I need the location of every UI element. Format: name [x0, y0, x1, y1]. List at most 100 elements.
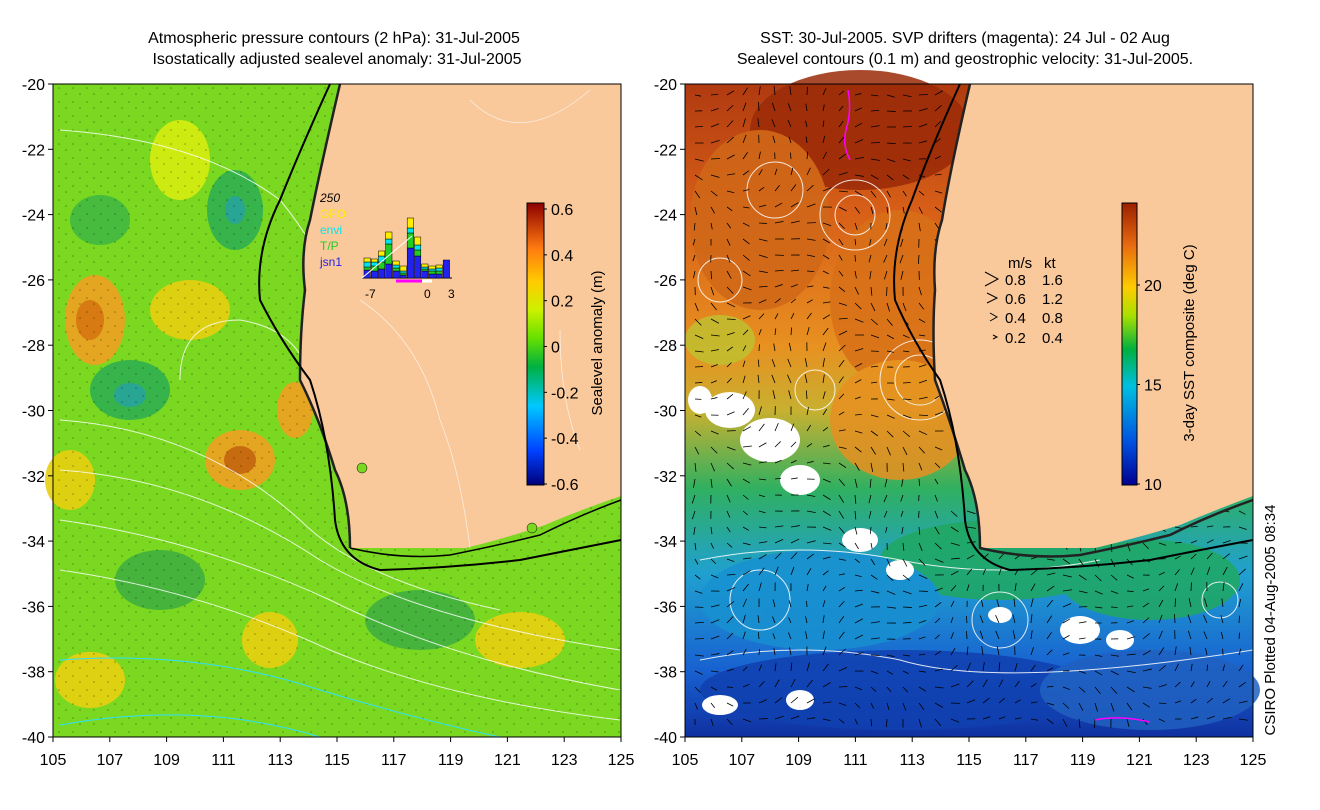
velocity-arrow: [1078, 637, 1086, 640]
velocity-arrow: [1013, 598, 1016, 608]
velocity-arrow: [774, 284, 783, 288]
tide-gauge-marker[interactable]: [356, 462, 368, 474]
velocity-arrow: [694, 670, 703, 675]
velocity-arrow: [934, 634, 940, 640]
velocity-arrow: [694, 621, 704, 624]
inset-bar: [378, 250, 386, 257]
velocity-arrows: [691, 86, 1248, 728]
velocity-arrow: [1158, 702, 1167, 704]
velocity-arrow: [822, 314, 831, 320]
velocity-arrow: [886, 686, 892, 693]
velocity-arrow: [918, 478, 921, 486]
velocity-arrow: [822, 88, 827, 96]
inset-bar: [414, 249, 422, 257]
velocity-arrow: [1078, 670, 1087, 674]
inset-bar: [392, 260, 400, 266]
velocity-arrow: [838, 317, 848, 320]
velocity-key-ms: 0.8: [1005, 272, 1026, 289]
velocity-arrow: [788, 617, 792, 624]
velocity-arrow: [742, 408, 749, 416]
y-tick-label: -20: [654, 77, 677, 94]
velocity-arrow: [854, 686, 863, 691]
velocity-arrow: [822, 222, 832, 227]
velocity-arrow: [934, 462, 941, 469]
velocity-arrow: [742, 345, 747, 352]
velocity-arrow: [883, 238, 888, 247]
velocity-arrow: [710, 174, 720, 178]
inset-bar: [421, 266, 429, 270]
velocity-arrow: [950, 647, 956, 656]
drifter-track[interactable]: [1094, 717, 1151, 723]
velocity-arrow: [838, 718, 845, 724]
velocity-arrow: [1206, 680, 1211, 688]
y-tick-label: -24: [654, 208, 677, 225]
velocity-arrow: [1046, 685, 1054, 688]
velocity-arrow: [1062, 558, 1071, 565]
velocity-arrow: [1046, 649, 1053, 656]
velocity-arrow: [806, 312, 812, 320]
inset-bar: [385, 238, 393, 245]
velocity-arrow: [1238, 583, 1244, 592]
velocity-arrow: [1030, 718, 1039, 721]
velocity-arrow: [1046, 558, 1055, 561]
velocity-arrow: [838, 429, 846, 432]
velocity-arrow: [1222, 566, 1228, 576]
velocity-arrow: [1062, 702, 1070, 709]
velocity-arrow: [1030, 664, 1036, 672]
velocity-arrow: [1238, 510, 1246, 515]
velocity-arrow: [758, 478, 767, 481]
velocity-arrow: [774, 441, 781, 448]
y-tick-label: -40: [22, 730, 45, 747]
velocity-arrow: [758, 461, 767, 464]
inset-bar: [428, 270, 436, 275]
velocity-arrow: [838, 526, 845, 534]
velocity-arrow: [854, 589, 863, 592]
velocity-arrow: [1142, 542, 1150, 550]
velocity-arrow: [838, 190, 848, 193]
inset-bar: [370, 258, 378, 263]
velocity-arrow: [694, 318, 702, 326]
velocity-arrow: [1158, 542, 1167, 546]
drifter-track[interactable]: [843, 89, 851, 161]
velocity-arrow: [805, 616, 808, 624]
velocity-arrow: [1206, 715, 1215, 720]
velocity-arrow: [726, 650, 734, 656]
velocity-arrow: [1190, 553, 1197, 560]
velocity-arrow: [758, 567, 765, 576]
velocity-arrow: [902, 446, 908, 456]
velocity-arrow: [918, 670, 927, 673]
tide-gauge-marker[interactable]: [526, 522, 538, 534]
inset-bar: [435, 267, 443, 272]
velocity-arrow: [854, 542, 859, 550]
velocity-arrow: [886, 670, 894, 675]
velocity-arrow: [726, 718, 733, 725]
velocity-arrow: [934, 105, 942, 112]
velocity-arrow: [1078, 621, 1087, 624]
velocity-arrow: [726, 702, 734, 707]
velocity-arrow: [694, 382, 703, 384]
velocity-arrow: [774, 185, 780, 192]
velocity-arrow: [870, 414, 879, 418]
velocity-arrow: [902, 158, 911, 162]
velocity-arrow: [726, 411, 735, 416]
velocity-arrow: [1190, 663, 1193, 672]
velocity-arrow: [886, 718, 888, 727]
velocity-arrow: [742, 683, 750, 688]
velocity-arrow: [710, 619, 720, 624]
velocity-arrow: [790, 477, 798, 480]
velocity-arrow: [902, 622, 912, 624]
velocity-arrow: [982, 716, 991, 720]
velocity-arrow: [726, 136, 734, 144]
velocity-arrow: [838, 494, 845, 503]
velocity-arrow: [870, 542, 873, 549]
velocity-arrow: [742, 631, 746, 640]
velocity-arrow: [790, 715, 800, 720]
velocity-arrow: [774, 220, 784, 224]
velocity-arrow: [918, 574, 928, 579]
velocity-arrow: [1222, 698, 1231, 704]
velocity-arrow: [950, 632, 954, 640]
y-tick-label: -38: [22, 665, 45, 682]
velocity-arrow: [710, 222, 713, 230]
velocity-arrow: [918, 140, 927, 144]
velocity-arrow: [774, 328, 777, 336]
